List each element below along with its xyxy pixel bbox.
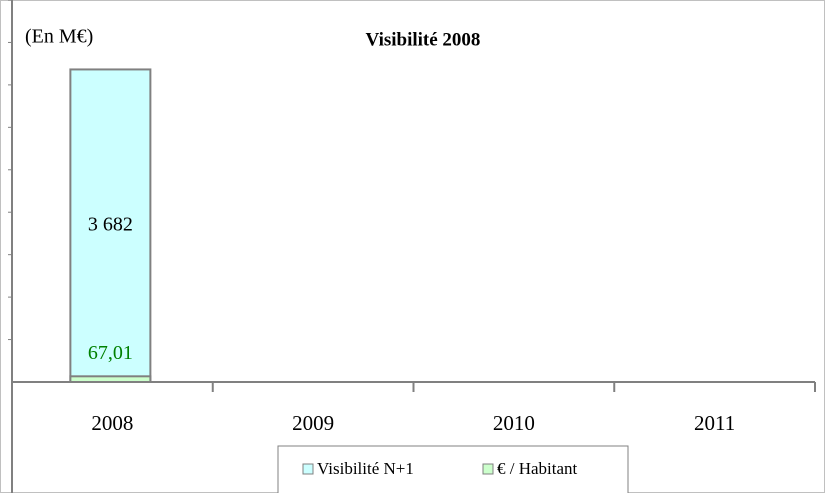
value-label: 67,01 [88,342,133,364]
chart-title: Visibilité 2008 [366,29,481,50]
legend-swatch [302,463,314,475]
legend-box [277,445,629,493]
x-tick-label: 2008 [91,411,133,435]
x-tick-label: 2011 [694,411,735,435]
bar [69,375,152,383]
legend-swatch [482,463,494,475]
legend-label: € / Habitant [497,459,578,478]
x-tick-label: 2010 [493,411,535,435]
bar [69,68,152,383]
legend-label: Visibilité N+1 [317,459,414,478]
unit-label: (En M€) [25,26,93,48]
value-label: 3 682 [88,213,133,235]
x-tick-label: 2009 [292,411,334,435]
